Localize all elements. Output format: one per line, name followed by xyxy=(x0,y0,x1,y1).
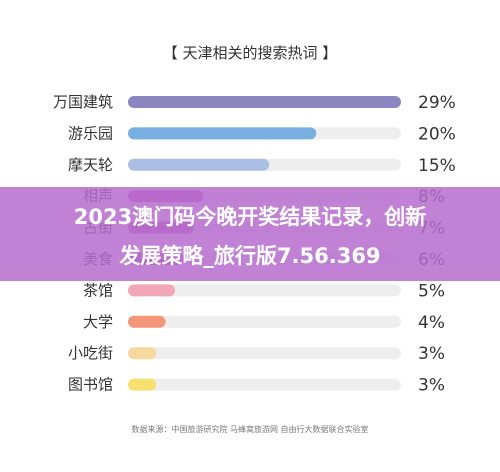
value-label: 20% xyxy=(418,124,456,144)
category-label: 小吃街 xyxy=(68,344,113,362)
overlay-banner xyxy=(0,187,500,281)
bar-track xyxy=(128,347,401,360)
bar-track xyxy=(128,315,401,328)
bar xyxy=(128,315,166,328)
chart-title: 【 天津相关的搜索热词 】 xyxy=(163,44,338,62)
bar-track xyxy=(128,378,401,391)
bar-track xyxy=(128,284,401,297)
category-label: 图书馆 xyxy=(68,376,113,394)
bar xyxy=(128,127,317,140)
source-note: 数据来源：中国旅游研究院 马蜂窝旅游网 自由行大数据联合实验室 xyxy=(131,424,368,434)
category-label: 大学 xyxy=(83,313,113,331)
value-label: 15% xyxy=(418,156,456,176)
overlay-line-1: 2023澳门码今晚开奖结果记录，创新 xyxy=(74,205,426,229)
category-label: 万国建筑 xyxy=(53,93,113,111)
category-label: 茶馆 xyxy=(83,281,113,299)
category-label: 游乐园 xyxy=(68,124,113,142)
bar xyxy=(128,347,157,360)
value-label: 3% xyxy=(418,344,445,364)
bar xyxy=(128,284,176,297)
value-label: 4% xyxy=(418,313,445,333)
bar xyxy=(128,96,401,108)
bar xyxy=(128,378,157,391)
bar xyxy=(128,158,270,171)
value-label: 29% xyxy=(418,93,456,113)
overlay-line-2: 发展策略_旅行版7.56.369 xyxy=(118,244,380,268)
value-label: 3% xyxy=(418,376,445,396)
value-label: 5% xyxy=(418,281,445,301)
category-label: 摩天轮 xyxy=(68,156,113,174)
